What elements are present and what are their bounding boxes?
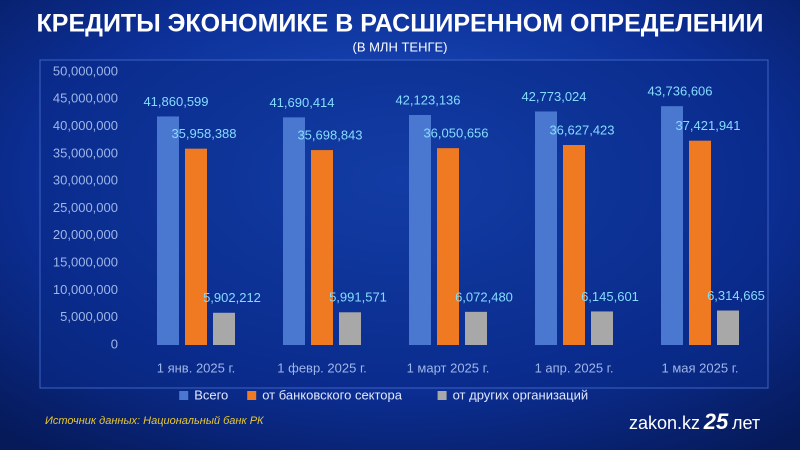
legend-label: от банковского сектора <box>262 387 403 402</box>
value-label: 6,145,601 <box>581 289 639 304</box>
chart-title: КРЕДИТЫ ЭКОНОМИКЕ В РАСШИРЕННОМ ОПРЕДЕЛЕ… <box>37 10 764 38</box>
bar <box>213 312 235 345</box>
legend-swatch <box>179 391 189 400</box>
x-tick-label: 1 февр. 2025 г. <box>277 360 366 375</box>
brand: zakon.kz <box>629 413 700 433</box>
y-tick-label: 35,000,000 <box>53 145 118 160</box>
value-label: 5,991,571 <box>329 290 387 305</box>
x-tick-label: 1 март 2025 г. <box>407 360 490 375</box>
value-label: 42,773,024 <box>521 89 586 104</box>
anniversary: 25 <box>703 409 729 434</box>
bar <box>283 117 305 346</box>
y-tick-label: 30,000,000 <box>53 173 118 188</box>
legend-label: от других организаций <box>453 387 589 402</box>
value-label: 36,050,656 <box>423 126 488 141</box>
value-label: 41,690,414 <box>269 95 334 110</box>
bar <box>185 148 207 345</box>
value-label: 35,958,388 <box>171 126 236 141</box>
legend-swatch <box>247 391 257 400</box>
legend-label: Всего <box>194 387 228 402</box>
bar <box>409 115 431 345</box>
y-tick-label: 15,000,000 <box>53 255 118 270</box>
bar <box>311 150 333 345</box>
bar <box>661 106 683 346</box>
bar <box>535 111 557 345</box>
value-label: 43,736,606 <box>647 84 712 99</box>
y-tick-label: 40,000,000 <box>53 118 118 133</box>
chart-subtitle: (В МЛН ТЕНГЕ) <box>352 39 447 54</box>
value-label: 35,698,843 <box>297 128 362 143</box>
value-label: 37,421,941 <box>675 118 740 133</box>
y-tick-label: 5,000,000 <box>60 309 118 324</box>
value-label: 6,314,665 <box>707 288 765 303</box>
legend-swatch <box>437 391 447 400</box>
value-label: 42,123,136 <box>395 92 460 107</box>
bar <box>437 148 459 345</box>
bar <box>157 116 179 345</box>
y-tick-label: 25,000,000 <box>53 200 118 215</box>
x-tick-label: 1 мая 2025 г. <box>662 360 739 375</box>
bar <box>591 311 613 345</box>
y-tick-label: 45,000,000 <box>53 91 118 106</box>
bar <box>339 312 361 345</box>
bar <box>465 311 487 345</box>
value-label: 41,860,599 <box>143 94 208 109</box>
y-tick-label: 50,000,000 <box>53 63 118 78</box>
plot-panel <box>39 59 769 389</box>
value-label: 5,902,212 <box>203 290 261 305</box>
x-tick-label: 1 апр. 2025 г. <box>535 360 614 375</box>
bar <box>563 145 585 345</box>
y-tick-label: 0 <box>111 336 118 351</box>
anniversary-suffix: лет <box>732 413 760 433</box>
value-label: 36,627,423 <box>549 122 614 137</box>
y-tick-label: 20,000,000 <box>53 227 118 242</box>
bar <box>717 310 739 345</box>
bar <box>689 140 711 345</box>
value-label: 6,072,480 <box>455 289 513 304</box>
y-tick-label: 10,000,000 <box>53 282 118 297</box>
source-note: Источник данных: Национальный банк РК <box>45 415 264 427</box>
x-tick-label: 1 янв. 2025 г. <box>157 360 236 375</box>
